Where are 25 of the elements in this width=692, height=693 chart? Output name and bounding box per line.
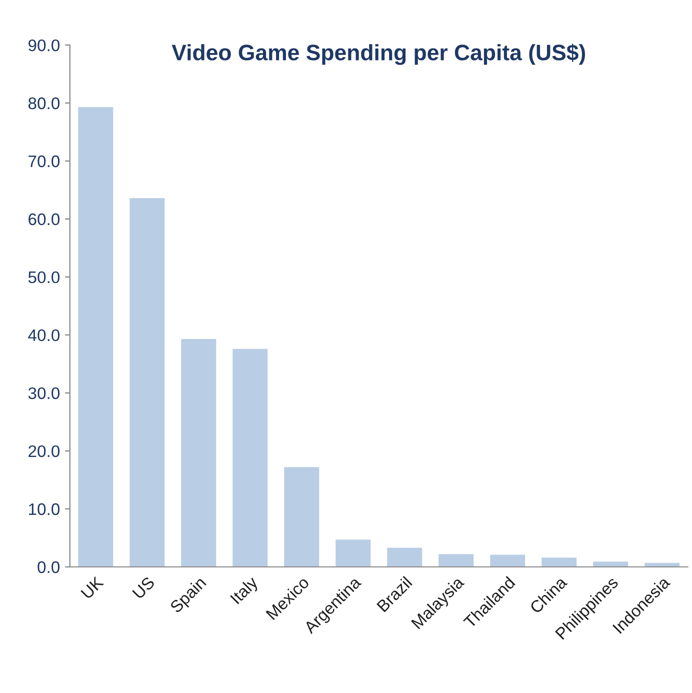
chart-title: Video Game Spending per Capita (US$) (172, 44, 586, 65)
bar (490, 554, 526, 567)
bar (387, 548, 422, 567)
y-tick-label: 90.0 (28, 39, 60, 52)
y-tick-label: 80.0 (28, 97, 60, 110)
bar (130, 198, 165, 567)
bar (336, 540, 371, 567)
bar (232, 348, 268, 567)
y-tick-label: 30.0 (28, 387, 60, 400)
bar (542, 558, 577, 567)
bar (181, 339, 216, 567)
bar (593, 562, 628, 567)
y-tick-label: 50.0 (28, 271, 60, 284)
bar (284, 467, 320, 567)
bar (438, 554, 474, 567)
y-tick-label: 40.0 (28, 329, 60, 342)
y-tick-label: 60.0 (28, 213, 60, 226)
x-tick-label: UK (80, 576, 104, 600)
x-tick-label: Italy (230, 575, 262, 607)
y-tick-label: 0.0 (38, 561, 60, 574)
x-tick-label: US (132, 576, 156, 600)
y-tick-label: 20.0 (28, 445, 60, 458)
y-tick-label: 70.0 (28, 155, 60, 168)
y-tick-label: 10.0 (29, 503, 60, 516)
bar (78, 107, 114, 567)
